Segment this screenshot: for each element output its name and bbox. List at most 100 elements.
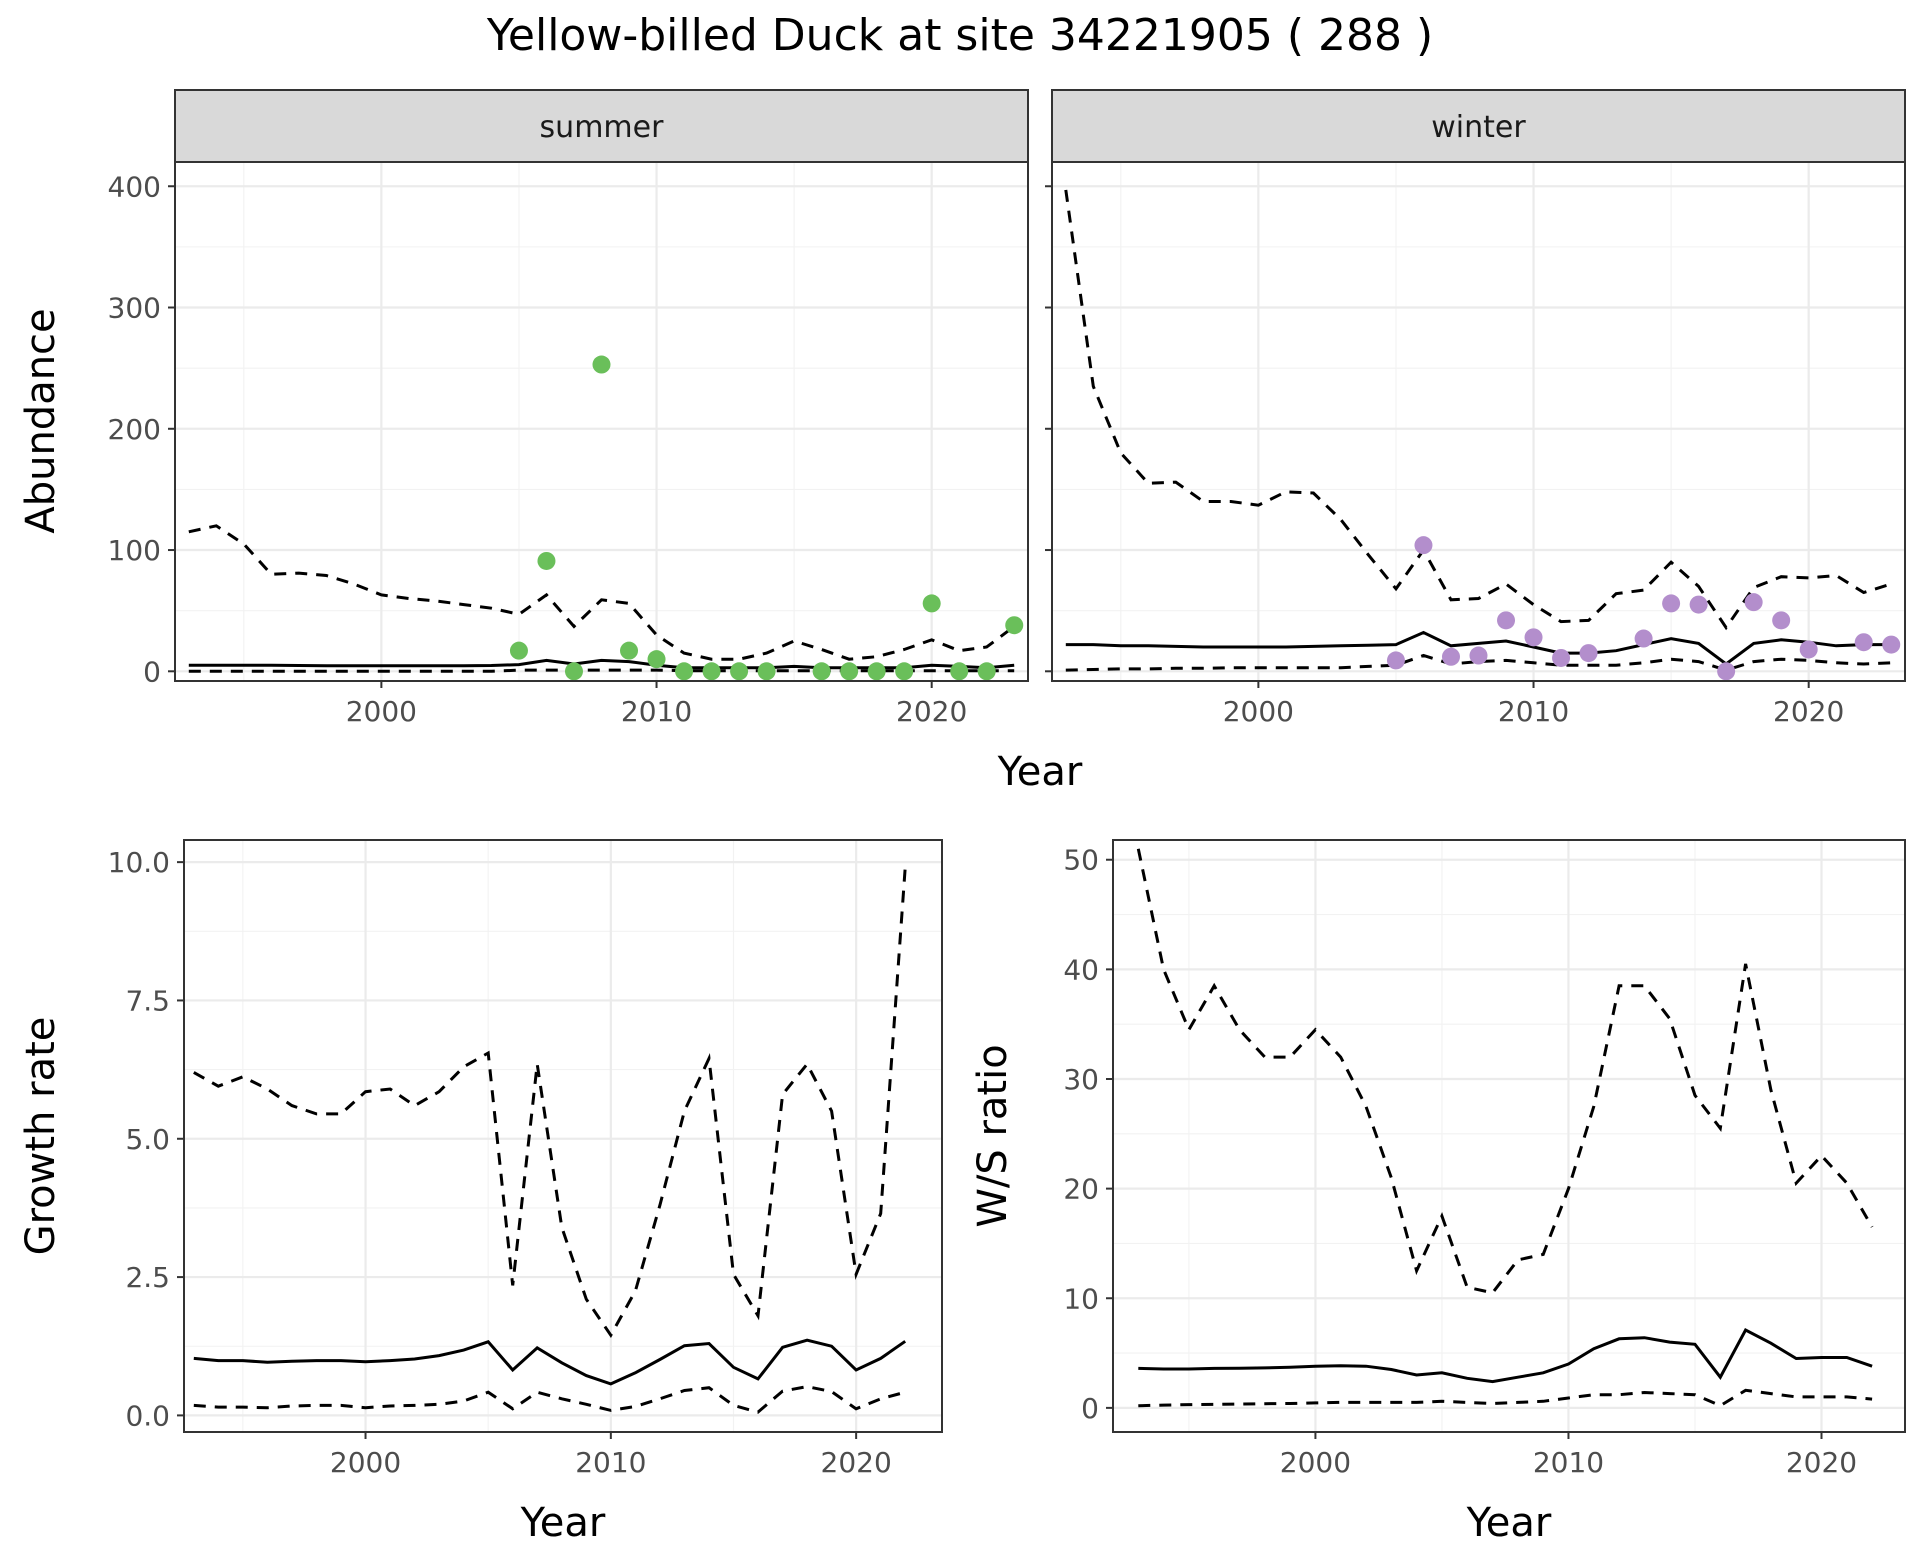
observed-count-point (1579, 644, 1598, 663)
observed-count-point (1634, 629, 1653, 648)
observed-count-point (647, 650, 666, 669)
y-tick-label: 0 (1081, 1392, 1099, 1425)
winter-panel-border (1051, 161, 1906, 682)
ws-gridlines (1113, 840, 1905, 1432)
confidence-bound-line-1 (188, 524, 1016, 661)
confidence-bound-line-1 (193, 867, 907, 1339)
confidence-bound-line-2 (193, 1385, 906, 1414)
y-tick-label: 7.5 (125, 984, 170, 1017)
winter-x-axis-ticks: 2000 2010 2020 (1045, 185, 1844, 728)
observed-count-point (1552, 648, 1571, 667)
y-tick-label: 20 (1063, 1173, 1099, 1206)
growth-series-lines (193, 867, 907, 1414)
y-tick-label: 0.0 (125, 1399, 170, 1432)
confidence-bound-line-1 (1136, 848, 1874, 1295)
growth-y-axis-ticks: 0.0 2.5 5.0 7.5 10.0 (108, 846, 184, 1432)
confidence-bound-line-1 (1064, 189, 1892, 631)
x-tick-label: 2000 (346, 695, 417, 728)
observed-count-point (620, 641, 639, 660)
x-tick-label: 2020 (1773, 695, 1844, 728)
growth-x-axis-ticks: 2000 2010 2020 (330, 1432, 892, 1479)
observed-count-point (1386, 651, 1405, 670)
observed-count-point (509, 641, 528, 660)
facet-strip-label-summer: summer (540, 110, 665, 145)
ws-x-axis-ticks: 2000 2010 2020 (1280, 1432, 1857, 1479)
observed-count-point (702, 662, 721, 681)
observed-count-point (867, 662, 886, 681)
y-tick-label: 300 (108, 292, 161, 325)
summer-gridlines (175, 162, 1028, 681)
summer-x-axis-ticks: 2000 2010 2020 (346, 681, 967, 728)
ws-x-axis-title: Year (1466, 1500, 1552, 1546)
y-tick-label: 0 (143, 655, 161, 688)
growth-y-axis-title: Growth rate (18, 1017, 64, 1256)
x-tick-label: 2020 (821, 1446, 892, 1479)
observed-count-point (537, 551, 556, 570)
observed-count-point (922, 594, 941, 613)
observed-count-point (812, 662, 831, 681)
y-tick-label: 5.0 (125, 1123, 170, 1156)
observed-count-point (1799, 640, 1818, 659)
ws-series-lines (1136, 848, 1874, 1408)
confidence-bound-line-2 (1065, 653, 1892, 672)
estimate-line-0 (193, 1338, 907, 1386)
summer-data-points (509, 355, 1024, 681)
observed-count-point (840, 662, 859, 681)
y-tick-label: 40 (1063, 953, 1099, 986)
observed-count-point (1744, 593, 1763, 612)
ws-ratio-panel: 0 10 20 30 40 50 2000 2010 2020 Year W/S ratio (970, 839, 1906, 1546)
facet-x-axis-title: Year (997, 749, 1083, 795)
x-tick-label: 2010 (1533, 1446, 1604, 1479)
facet-strip-winter (1051, 89, 1906, 163)
observed-count-point (1772, 611, 1791, 630)
y-tick-label: 30 (1063, 1063, 1099, 1096)
x-tick-label: 2000 (330, 1446, 401, 1479)
x-tick-label: 2010 (1498, 695, 1569, 728)
observed-count-point (592, 355, 611, 374)
facet-panel-winter: winter 2000 2010 2020 (1045, 89, 1906, 728)
x-tick-label: 2000 (1223, 695, 1294, 728)
winter-gridlines (1052, 162, 1905, 681)
observed-count-point (1717, 662, 1736, 681)
estimate-line-0 (1138, 1327, 1873, 1384)
observed-count-point (757, 662, 776, 681)
observed-count-point (1689, 595, 1708, 614)
chart-title: Yellow-billed Duck at site 34221905 ( 28… (486, 10, 1433, 61)
y-tick-label: 10 (1063, 1282, 1099, 1315)
x-tick-label: 2020 (1786, 1446, 1857, 1479)
y-tick-label: 2.5 (125, 1261, 170, 1294)
observed-count-point (950, 662, 969, 681)
x-tick-label: 2010 (621, 695, 692, 728)
observed-count-point (730, 662, 749, 681)
summer-panel-border (174, 161, 1029, 682)
ws-y-axis-ticks: 0 10 20 30 40 50 (1063, 844, 1113, 1425)
x-tick-label: 2010 (575, 1446, 646, 1479)
observed-count-point (1441, 647, 1460, 666)
winter-data-points (1386, 536, 1901, 681)
winter-series-lines (1064, 189, 1892, 672)
growth-rate-panel: 0.0 2.5 5.0 7.5 10.0 2000 2010 2020 Year Growt… (18, 839, 943, 1546)
observed-count-point (1497, 611, 1516, 630)
x-tick-label: 2000 (1280, 1446, 1351, 1479)
observed-count-point (675, 662, 694, 681)
facet-strip-summer (174, 89, 1029, 163)
confidence-bound-line-2 (1138, 1388, 1873, 1408)
observed-count-point (895, 662, 914, 681)
y-tick-label: 50 (1063, 844, 1099, 877)
observed-count-point (564, 662, 583, 681)
facet-strip-label-winter: winter (1431, 110, 1526, 145)
observed-count-point (1469, 646, 1488, 665)
observed-count-point (1854, 633, 1873, 652)
observed-count-point (1524, 628, 1543, 647)
ws-panel-border (1112, 839, 1906, 1433)
growth-panel-border (183, 839, 943, 1433)
abundance-y-axis-ticks: 0 100 200 300 400 (108, 170, 175, 688)
observed-count-point (1882, 635, 1901, 654)
estimate-line-0 (1065, 630, 1892, 666)
y-tick-label: 200 (108, 413, 161, 446)
observed-count-point (1414, 536, 1433, 555)
ws-y-axis-title: W/S ratio (970, 1044, 1016, 1227)
observed-count-point (1005, 616, 1024, 635)
observed-count-point (1662, 594, 1681, 613)
